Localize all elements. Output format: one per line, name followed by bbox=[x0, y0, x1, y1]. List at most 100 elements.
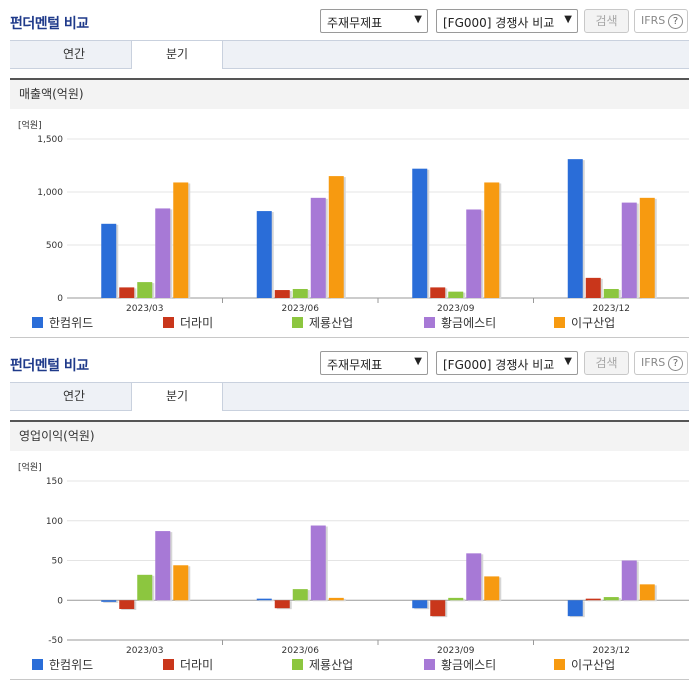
bar-황금에스티[interactable] bbox=[621, 560, 637, 601]
x-tick-label: 2023/12 bbox=[593, 646, 630, 656]
bar-제룡산업[interactable] bbox=[137, 574, 153, 601]
bar-shadow bbox=[103, 601, 119, 603]
bar-이구산업[interactable] bbox=[173, 565, 189, 601]
y-tick-label: 0 bbox=[57, 294, 63, 304]
x-tick-label: 2023/06 bbox=[282, 304, 320, 314]
chevron-down-icon: ▼ bbox=[414, 356, 422, 367]
tab-annual[interactable]: 연간 bbox=[62, 389, 86, 403]
search-button[interactable]: 검색 bbox=[584, 9, 629, 33]
tab-quarterly[interactable]: 분기 bbox=[131, 382, 223, 411]
bar-제룡산업[interactable] bbox=[448, 597, 464, 601]
chart-legend: 한컴위드 더라미 제룡산업 황금에스티 이구산업 bbox=[10, 314, 689, 332]
legend-swatch bbox=[554, 659, 565, 670]
legend-item[interactable]: 제룡산업 bbox=[292, 656, 353, 673]
bar-제룡산업[interactable] bbox=[603, 288, 619, 298]
legend-swatch bbox=[32, 317, 43, 328]
bar-한컴위드[interactable] bbox=[567, 600, 583, 617]
legend-item[interactable]: 이구산업 bbox=[554, 656, 615, 673]
bar-더라미[interactable] bbox=[585, 277, 601, 298]
statement-select-value: 주재무제표 bbox=[327, 358, 383, 372]
bar-더라미[interactable] bbox=[430, 600, 446, 617]
legend-item[interactable]: 제룡산업 bbox=[292, 314, 353, 331]
bar-이구산업[interactable] bbox=[328, 176, 344, 298]
legend-label: 한컴위드 bbox=[49, 658, 94, 672]
unit-label: [억원] bbox=[18, 461, 42, 473]
bar-황금에스티[interactable] bbox=[155, 208, 171, 298]
period-tabs: 연간 분기 bbox=[10, 40, 689, 69]
bar-chart: [억원] 0 500 1,000 1,500 2023/03 2023/06 2023/09 2… bbox=[18, 119, 689, 314]
y-tick-label: 0 bbox=[57, 596, 63, 606]
y-tick-label: -50 bbox=[48, 636, 63, 646]
bar-더라미[interactable] bbox=[119, 287, 135, 298]
legend-item[interactable]: 한컴위드 bbox=[32, 314, 93, 331]
bar-황금에스티[interactable] bbox=[310, 197, 326, 298]
statement-select-value: 주재무제표 bbox=[327, 16, 383, 30]
bar-황금에스티[interactable] bbox=[466, 553, 482, 601]
peer-select[interactable]: [FG000] 경쟁사 비교 ▼ bbox=[436, 9, 578, 33]
search-button[interactable]: 검색 bbox=[584, 351, 629, 375]
bar-이구산업[interactable] bbox=[484, 182, 500, 298]
fundamental-section-sales: 펀더멘털 비교 주재무제표 ▼ [FG000] 경쟁사 비교 ▼ 검색 IFRS… bbox=[0, 0, 696, 338]
bar-제룡산업[interactable] bbox=[292, 288, 308, 298]
legend-label: 이구산업 bbox=[571, 658, 616, 672]
tab-quarterly[interactable]: 분기 bbox=[131, 40, 223, 69]
tab-annual[interactable]: 연간 bbox=[62, 47, 86, 61]
bar-제룡산업[interactable] bbox=[137, 282, 153, 298]
legend-item[interactable]: 이구산업 bbox=[554, 314, 615, 331]
bar-한컴위드[interactable] bbox=[101, 223, 117, 298]
bar-이구산업[interactable] bbox=[639, 584, 655, 601]
help-icon: ? bbox=[668, 356, 683, 371]
legend-swatch bbox=[163, 659, 174, 670]
legend-item[interactable]: 황금에스티 bbox=[424, 656, 496, 673]
bar-이구산업[interactable] bbox=[328, 597, 344, 601]
bar-황금에스티[interactable] bbox=[155, 531, 171, 601]
bar-더라미[interactable] bbox=[585, 598, 601, 601]
bar-황금에스티[interactable] bbox=[621, 202, 637, 298]
unit-label: [억원] bbox=[18, 119, 42, 131]
x-tick-label: 2023/09 bbox=[437, 304, 475, 314]
chevron-down-icon: ▼ bbox=[564, 356, 572, 367]
bar-제룡산업[interactable] bbox=[448, 291, 464, 298]
bar-한컴위드[interactable] bbox=[101, 600, 117, 602]
y-tick-label: 100 bbox=[46, 517, 63, 527]
bar-한컴위드[interactable] bbox=[412, 600, 428, 609]
legend-label: 더라미 bbox=[180, 316, 214, 330]
statement-select[interactable]: 주재무제표 ▼ bbox=[320, 9, 428, 33]
legend-label: 더라미 bbox=[180, 658, 214, 672]
chart-panel: 매출액(억원) [억원] 0 500 1,000 1,500 2023/03 2023/06… bbox=[10, 78, 689, 338]
bar-이구산업[interactable] bbox=[173, 182, 189, 298]
bar-이구산업[interactable] bbox=[484, 576, 500, 601]
divider bbox=[10, 337, 689, 338]
bar-제룡산업[interactable] bbox=[292, 589, 308, 601]
y-tick-label: 1,500 bbox=[37, 135, 63, 145]
bar-한컴위드[interactable] bbox=[256, 211, 272, 298]
period-tabs: 연간 분기 bbox=[10, 382, 689, 411]
bar-황금에스티[interactable] bbox=[310, 525, 326, 601]
section-title: 펀더멘털 비교 bbox=[10, 16, 89, 32]
legend-item[interactable]: 더라미 bbox=[163, 656, 213, 673]
bar-더라미[interactable] bbox=[119, 600, 135, 609]
bar-한컴위드[interactable] bbox=[256, 598, 272, 601]
legend-item[interactable]: 더라미 bbox=[163, 314, 213, 331]
legend-item[interactable]: 한컴위드 bbox=[32, 656, 93, 673]
bar-제룡산업[interactable] bbox=[603, 597, 619, 601]
statement-select[interactable]: 주재무제표 ▼ bbox=[320, 351, 428, 375]
y-tick-label: 500 bbox=[46, 241, 63, 251]
bar-황금에스티[interactable] bbox=[466, 209, 482, 298]
ifrs-help-button[interactable]: IFRS ? bbox=[634, 351, 688, 375]
ifrs-help-button[interactable]: IFRS ? bbox=[634, 9, 688, 33]
x-tick-label: 2023/12 bbox=[593, 304, 630, 314]
bar-이구산업[interactable] bbox=[639, 197, 655, 298]
bar-더라미[interactable] bbox=[274, 600, 290, 609]
bar-더라미[interactable] bbox=[430, 287, 446, 298]
bar-shadow bbox=[258, 599, 274, 602]
peer-select[interactable]: [FG000] 경쟁사 비교 ▼ bbox=[436, 351, 578, 375]
bar-한컴위드[interactable] bbox=[412, 168, 428, 298]
bar-chart: [억원] -50 0 50 100 150 2023/03 2023/06 2023/09 202… bbox=[18, 461, 689, 656]
legend-label: 이구산업 bbox=[571, 316, 616, 330]
bar-한컴위드[interactable] bbox=[567, 159, 583, 298]
legend-swatch bbox=[292, 317, 303, 328]
bar-더라미[interactable] bbox=[274, 290, 290, 298]
section-header: 펀더멘털 비교 주재무제표 ▼ [FG000] 경쟁사 비교 ▼ 검색 IFRS… bbox=[0, 342, 696, 380]
legend-item[interactable]: 황금에스티 bbox=[424, 314, 496, 331]
